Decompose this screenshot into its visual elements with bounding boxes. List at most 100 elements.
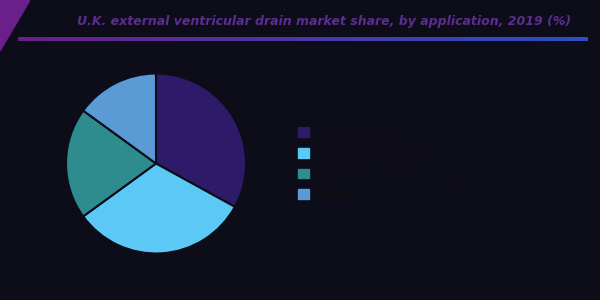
- Bar: [220, 37, 223, 40]
- Bar: [112, 37, 115, 40]
- Bar: [500, 37, 503, 40]
- Bar: [115, 37, 118, 40]
- Bar: [49, 37, 52, 40]
- Bar: [86, 37, 89, 40]
- Bar: [83, 37, 86, 40]
- Bar: [317, 37, 320, 40]
- Bar: [471, 37, 474, 40]
- Bar: [252, 37, 254, 40]
- Polygon shape: [0, 0, 30, 51]
- Bar: [557, 37, 560, 40]
- Bar: [238, 37, 240, 40]
- Bar: [437, 37, 440, 40]
- Bar: [240, 37, 243, 40]
- Bar: [577, 37, 580, 40]
- Bar: [488, 37, 491, 40]
- Bar: [329, 37, 332, 40]
- Bar: [289, 37, 292, 40]
- Bar: [562, 37, 565, 40]
- Bar: [246, 37, 249, 40]
- Bar: [41, 37, 44, 40]
- Bar: [280, 37, 283, 40]
- Bar: [29, 37, 32, 40]
- Bar: [186, 37, 189, 40]
- Bar: [163, 37, 166, 40]
- Bar: [400, 37, 403, 40]
- Bar: [386, 37, 389, 40]
- Bar: [32, 37, 35, 40]
- Bar: [334, 37, 337, 40]
- Bar: [554, 37, 557, 40]
- Bar: [61, 37, 64, 40]
- Bar: [212, 37, 215, 40]
- Bar: [565, 37, 568, 40]
- Bar: [480, 37, 482, 40]
- Bar: [445, 37, 448, 40]
- Bar: [92, 37, 95, 40]
- Bar: [70, 37, 72, 40]
- Bar: [406, 37, 409, 40]
- Bar: [431, 37, 434, 40]
- Bar: [528, 37, 531, 40]
- Bar: [149, 37, 152, 40]
- Bar: [311, 37, 314, 40]
- Bar: [175, 37, 178, 40]
- Bar: [326, 37, 329, 40]
- Bar: [127, 37, 129, 40]
- Bar: [574, 37, 577, 40]
- Bar: [218, 37, 220, 40]
- Legend: Hydrocephalus, Traumatic Brain Injury, Intraventricular Hemorrhage, Others: Hydrocephalus, Traumatic Brain Injury, I…: [292, 122, 480, 206]
- Bar: [412, 37, 414, 40]
- Bar: [303, 37, 306, 40]
- Bar: [363, 37, 366, 40]
- Bar: [24, 37, 26, 40]
- Bar: [314, 37, 317, 40]
- Bar: [582, 37, 585, 40]
- Bar: [551, 37, 554, 40]
- Bar: [223, 37, 226, 40]
- Bar: [181, 37, 184, 40]
- Bar: [409, 37, 412, 40]
- Bar: [497, 37, 500, 40]
- Bar: [422, 37, 425, 40]
- Bar: [135, 37, 138, 40]
- Wedge shape: [83, 164, 235, 254]
- Bar: [389, 37, 391, 40]
- Bar: [143, 37, 146, 40]
- Bar: [494, 37, 497, 40]
- Bar: [184, 37, 186, 40]
- Bar: [286, 37, 289, 40]
- Bar: [309, 37, 311, 40]
- Bar: [454, 37, 457, 40]
- Bar: [44, 37, 47, 40]
- Bar: [539, 37, 542, 40]
- Bar: [283, 37, 286, 40]
- Bar: [523, 37, 526, 40]
- Bar: [98, 37, 101, 40]
- Bar: [257, 37, 260, 40]
- Bar: [368, 37, 371, 40]
- Bar: [366, 37, 368, 40]
- Bar: [545, 37, 548, 40]
- Bar: [451, 37, 454, 40]
- Bar: [511, 37, 514, 40]
- Bar: [232, 37, 235, 40]
- Bar: [80, 37, 83, 40]
- Bar: [200, 37, 203, 40]
- Bar: [266, 37, 269, 40]
- Bar: [537, 37, 539, 40]
- Bar: [72, 37, 75, 40]
- Bar: [457, 37, 460, 40]
- Bar: [209, 37, 212, 40]
- Bar: [52, 37, 55, 40]
- Bar: [138, 37, 140, 40]
- Bar: [194, 37, 197, 40]
- Bar: [352, 37, 354, 40]
- Bar: [306, 37, 309, 40]
- Bar: [295, 37, 298, 40]
- Bar: [249, 37, 252, 40]
- Bar: [172, 37, 175, 40]
- Bar: [394, 37, 397, 40]
- Bar: [292, 37, 295, 40]
- Bar: [55, 37, 58, 40]
